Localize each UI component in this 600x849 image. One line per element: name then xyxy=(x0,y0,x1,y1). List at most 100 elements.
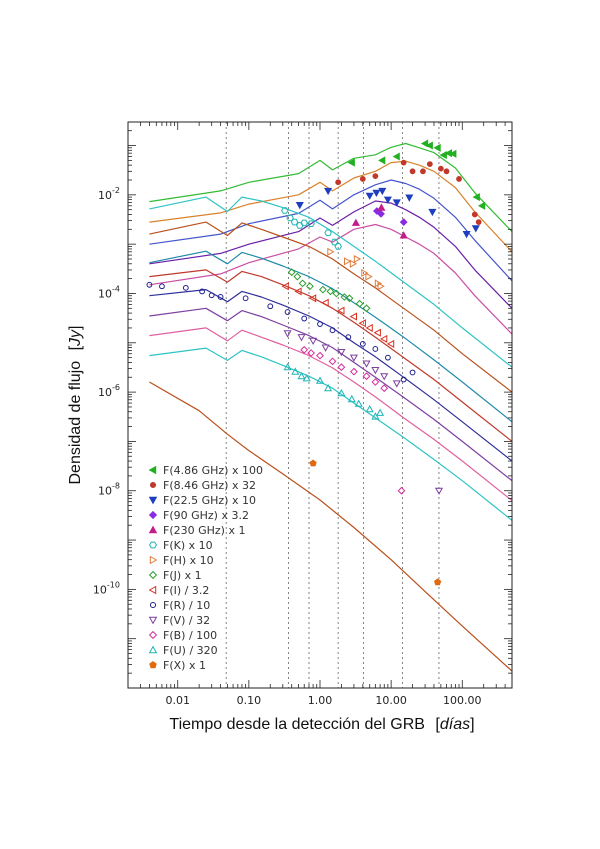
legend-marker xyxy=(149,601,157,609)
data-point xyxy=(349,367,358,376)
legend-label: F(X) x 1 xyxy=(163,659,206,672)
data-point xyxy=(386,339,395,348)
y-tick-label: 10-6 xyxy=(98,383,120,399)
data-point xyxy=(290,218,299,226)
data-point xyxy=(267,303,274,310)
data-point xyxy=(433,143,441,152)
legend-marker xyxy=(148,465,157,475)
data-point xyxy=(426,161,433,168)
data-point xyxy=(439,151,447,160)
data-point xyxy=(400,159,407,166)
legend-label: F(R) / 10 xyxy=(163,599,210,612)
model-curve-0 xyxy=(149,142,512,233)
data-point xyxy=(146,281,153,288)
data-point xyxy=(365,272,373,281)
x-tick-label: 0.01 xyxy=(165,694,190,707)
legend-label: F(22.5 GHz) x 10 xyxy=(163,494,256,507)
data-point xyxy=(182,284,189,291)
y-tick-exponent: -10 xyxy=(107,580,120,589)
data-point xyxy=(373,328,381,337)
legend-marker xyxy=(148,616,158,625)
data-point xyxy=(462,231,471,239)
data-point xyxy=(334,243,342,250)
legend-label: F(H) x 10 xyxy=(163,554,214,567)
data-point xyxy=(392,199,401,207)
data-point xyxy=(309,459,317,467)
data-point xyxy=(471,211,478,218)
data-point xyxy=(337,388,346,397)
y-tick-exponent: -8 xyxy=(112,482,120,491)
data-point xyxy=(349,259,358,268)
data-point xyxy=(287,268,296,277)
data-point xyxy=(362,372,371,381)
data-point xyxy=(434,487,444,495)
data-point xyxy=(371,378,380,386)
data-point xyxy=(371,412,380,420)
legend-marker xyxy=(149,541,157,549)
data-point xyxy=(349,354,358,362)
data-point xyxy=(217,294,224,300)
data-point xyxy=(372,189,381,198)
data-point xyxy=(321,298,329,307)
legend-label: F(4.86 GHz) x 100 xyxy=(163,464,263,477)
data-point xyxy=(377,203,386,211)
data-point xyxy=(456,176,462,182)
data-point xyxy=(472,193,480,202)
data-point xyxy=(308,294,317,303)
data-point xyxy=(347,394,356,403)
y-axis-unit: Jy xyxy=(67,329,84,347)
data-point xyxy=(326,287,335,296)
legend-marker xyxy=(149,555,158,565)
y-tick-exponent: -4 xyxy=(112,284,120,293)
data-point xyxy=(324,187,333,196)
y-axis-unit-close: ] xyxy=(67,326,84,330)
legend-label: F(J) x 1 xyxy=(163,569,202,582)
legend-label: F(U) / 320 xyxy=(163,644,218,657)
data-point xyxy=(332,289,341,298)
legend-marker xyxy=(149,481,157,489)
data-point xyxy=(383,196,392,204)
data-point xyxy=(349,312,357,321)
data-point xyxy=(337,306,345,315)
data-point xyxy=(345,294,354,303)
data-point xyxy=(425,141,433,150)
data-point xyxy=(294,287,302,296)
data-point xyxy=(344,257,352,266)
legend-marker xyxy=(148,496,158,505)
data-point xyxy=(199,288,205,295)
data-point xyxy=(358,319,366,328)
data-point xyxy=(283,330,292,338)
data-point xyxy=(371,367,380,375)
data-point xyxy=(305,282,314,291)
y-tick-exponent: -6 xyxy=(112,383,120,392)
data-point xyxy=(400,376,407,383)
legend-label: F(K) x 10 xyxy=(163,539,213,552)
model-curve-10 xyxy=(149,307,512,482)
legend: F(4.86 GHz) x 100 F(8.46 GHz) x 32 F(22.5 … xyxy=(148,464,263,672)
data-point xyxy=(301,315,308,322)
data-point xyxy=(384,354,391,361)
data-point xyxy=(443,168,450,175)
data-point xyxy=(345,334,352,341)
data-point xyxy=(307,349,316,357)
data-point xyxy=(351,218,360,226)
model-curves xyxy=(149,142,512,672)
data-point xyxy=(283,362,292,371)
data-point xyxy=(365,192,374,200)
data-point xyxy=(293,272,302,281)
data-point xyxy=(340,293,349,301)
model-curve-5 xyxy=(149,196,512,368)
data-point xyxy=(297,334,306,342)
data-point xyxy=(242,295,249,302)
legend-label: F(230 GHz) x 1 xyxy=(163,524,245,537)
data-point xyxy=(392,152,400,161)
data-point xyxy=(321,344,330,352)
data-point xyxy=(337,363,346,372)
data-point xyxy=(377,282,385,291)
y-tick-base: 10 xyxy=(93,583,107,596)
data-point xyxy=(297,371,306,380)
y-tick-base: 10 xyxy=(98,485,112,498)
data-point xyxy=(372,346,379,352)
